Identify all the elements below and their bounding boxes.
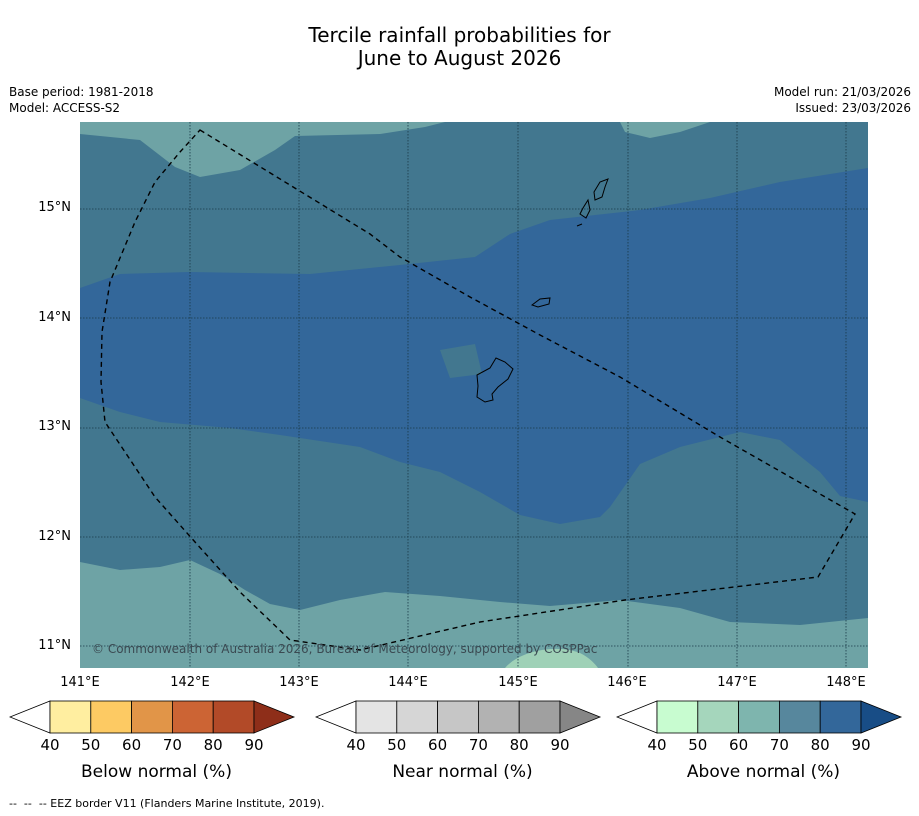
colorbar-swatch xyxy=(518,700,561,734)
model-text: Model: ACCESS-S2 xyxy=(9,101,121,115)
island-tinian xyxy=(579,198,591,219)
model-run-text: Model run: 21/03/2026 xyxy=(773,85,911,99)
colorbar-swatch xyxy=(212,700,255,734)
colorbar-extend-low xyxy=(616,700,658,734)
colorbar-swatch xyxy=(355,700,398,734)
colorbar-tick-label: 50 xyxy=(387,736,407,754)
lon-label-146e: 146°E xyxy=(607,675,647,690)
colorbar-tick-label: 40 xyxy=(346,736,366,754)
islands xyxy=(476,178,609,403)
colorbar-tick-label: 50 xyxy=(81,736,101,754)
lon-label-143e: 143°E xyxy=(279,675,319,690)
issued-text: Issued: 23/03/2026 xyxy=(795,101,911,115)
colorbar-tick-label: 70 xyxy=(769,736,789,754)
meta-left: Base period: 1981-2018 Model: ACCESS-S2 xyxy=(9,84,154,116)
colorbar-swatch xyxy=(656,700,699,734)
colorbar-below-normal: Below normal (%) 40 50 60 70 80 90 xyxy=(9,700,304,790)
meta-right: Model run: 21/03/2026 Issued: 23/03/2026 xyxy=(774,84,911,116)
colorbar-tick-label: 80 xyxy=(203,736,223,754)
colorbar-swatch xyxy=(819,700,862,734)
colorbar-extend-high xyxy=(253,700,296,734)
colorbar-swatch xyxy=(738,700,780,734)
colorbar-tick-label: 40 xyxy=(647,736,667,754)
colorbar-tick-label: 70 xyxy=(162,736,182,754)
colorbar-above-normal-swatches xyxy=(616,700,903,734)
colorbar-swatch xyxy=(90,700,133,734)
base-period-text: Base period: 1981-2018 xyxy=(9,85,154,99)
eez-legend-footer: -- -- -- EEZ border V11 (Flanders Marine… xyxy=(9,797,325,810)
colorbar-extend-high xyxy=(860,700,903,734)
colorbar-tick-label: 50 xyxy=(688,736,708,754)
rainfall-probability-map: © Commonwealth of Australia 2026, Bureau… xyxy=(80,122,868,668)
colorbar-swatch xyxy=(437,700,479,734)
colorbar-tick-label: 90 xyxy=(851,736,871,754)
lon-label-148e: 148°E xyxy=(826,675,866,690)
colorbar-near-normal-label: Near normal (%) xyxy=(392,762,533,782)
colorbar-tick-label: 60 xyxy=(122,736,142,754)
chart-title-line-1: Tercile rainfall probabilities for xyxy=(308,23,611,47)
island-guam xyxy=(476,357,514,403)
colorbar-swatch xyxy=(396,700,439,734)
colorbar-tick-label: 90 xyxy=(244,736,264,754)
lat-label-15n: 15°N xyxy=(38,200,71,215)
colorbar-swatch xyxy=(131,700,173,734)
colorbar-tick-label: 40 xyxy=(40,736,60,754)
lon-label-147e: 147°E xyxy=(717,675,757,690)
eez-border xyxy=(100,129,856,651)
lat-label-12n: 12°N xyxy=(38,529,71,544)
colorbar-tick-label: 60 xyxy=(729,736,749,754)
lon-label-141e: 141°E xyxy=(60,675,100,690)
lat-label-13n: 13°N xyxy=(38,419,71,434)
above-normal-70-top-right xyxy=(620,122,710,138)
graticule xyxy=(80,122,868,668)
lon-label-142e: 142°E xyxy=(170,675,210,690)
above-normal-80-island-patch xyxy=(440,344,482,378)
colorbar-swatch xyxy=(49,700,92,734)
colorbar-above-normal: Above normal (%) 40 50 60 70 80 90 xyxy=(616,700,911,790)
lon-label-145e: 145°E xyxy=(498,675,538,690)
lon-label-144e: 144°E xyxy=(388,675,428,690)
chart-title-line-2: June to August 2026 xyxy=(357,46,562,70)
lat-label-11n: 11°N xyxy=(38,638,71,653)
copyright-text: © Commonwealth of Australia 2026, Bureau… xyxy=(92,642,598,656)
island-rota xyxy=(530,297,551,308)
above-normal-60-bottom-patch xyxy=(505,648,598,668)
colorbar-tick-label: 90 xyxy=(550,736,570,754)
colorbar-near-normal-swatches xyxy=(315,700,602,734)
colorbar-above-normal-label: Above normal (%) xyxy=(686,762,841,782)
colorbar-extend-low xyxy=(315,700,357,734)
colorbar-swatch xyxy=(697,700,740,734)
colorbar-below-normal-swatches xyxy=(9,700,296,734)
map-svg xyxy=(80,122,868,668)
colorbar-below-normal-label: Below normal (%) xyxy=(81,762,232,782)
colorbar-extend-high xyxy=(559,700,602,734)
lat-label-14n: 14°N xyxy=(38,310,71,325)
colorbar-tick-label: 80 xyxy=(509,736,529,754)
colorbar-near-normal: Near normal (%) 40 50 60 70 80 90 xyxy=(315,700,610,790)
colorbar-swatch xyxy=(477,700,520,734)
colorbar-swatch xyxy=(778,700,821,734)
island-aguijan xyxy=(576,223,583,227)
above-normal-70-bottom xyxy=(80,560,868,668)
colorbar-tick-label: 70 xyxy=(468,736,488,754)
colorbar-tick-label: 80 xyxy=(810,736,830,754)
colorbar-swatch xyxy=(171,700,214,734)
island-saipan xyxy=(593,178,609,201)
colorbar-extend-low xyxy=(9,700,51,734)
colorbar-tick-label: 60 xyxy=(428,736,448,754)
